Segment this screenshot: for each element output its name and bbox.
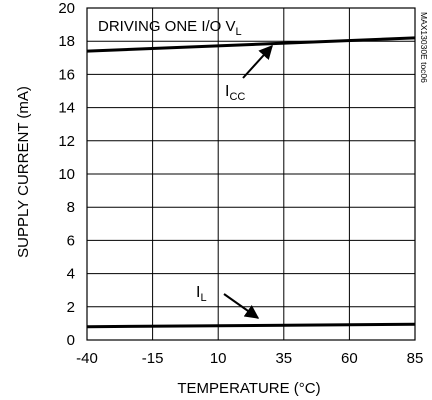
y-tick-label: 18 bbox=[58, 33, 75, 50]
y-tick-label: 14 bbox=[58, 100, 75, 117]
arrow-icon bbox=[223, 293, 260, 319]
x-tick-label: 10 bbox=[210, 350, 227, 367]
x-tick-label: -40 bbox=[76, 350, 98, 367]
series-line-icc bbox=[86, 36, 416, 53]
series-label: ICC bbox=[225, 83, 245, 103]
plot-frame bbox=[86, 7, 416, 341]
condition-label-sub: L bbox=[236, 26, 242, 38]
y-tick-label: 0 bbox=[67, 332, 75, 349]
y-tick-label: 2 bbox=[67, 299, 75, 316]
series-line-il bbox=[86, 322, 416, 329]
series-lines bbox=[86, 36, 416, 329]
y-tick-label: 12 bbox=[58, 133, 75, 150]
condition-label: DRIVING ONE I/O VL bbox=[98, 18, 242, 38]
x-tick-label: 60 bbox=[341, 350, 358, 367]
y-tick-label: 8 bbox=[67, 199, 75, 216]
y-tick-labels: 0 2 4 6 8 10 12 14 16 18 20 bbox=[58, 0, 75, 349]
figure-id: MAX13030E toc06 bbox=[419, 12, 429, 83]
y-tick-label: 10 bbox=[58, 166, 75, 183]
x-tick-labels: -40 -15 10 35 60 85 bbox=[76, 350, 423, 367]
series-label: IL bbox=[196, 284, 207, 304]
arrow-icon bbox=[242, 44, 273, 79]
y-axis-title: SUPPLY CURRENT (mA) bbox=[15, 86, 32, 258]
x-tick-label: 85 bbox=[407, 350, 424, 367]
x-axis-title: TEMPERATURE (°C) bbox=[177, 380, 320, 397]
y-tick-label: 16 bbox=[58, 66, 75, 83]
y-tick-label: 6 bbox=[67, 232, 75, 249]
x-tick-label: 35 bbox=[275, 350, 292, 367]
grid bbox=[86, 7, 416, 341]
annotations: ICC IL bbox=[196, 44, 273, 319]
y-tick-label: 20 bbox=[58, 0, 75, 17]
y-tick-label: 4 bbox=[67, 266, 75, 283]
x-tick-label: -15 bbox=[142, 350, 164, 367]
condition-label-main: DRIVING ONE I/O V bbox=[98, 18, 236, 35]
